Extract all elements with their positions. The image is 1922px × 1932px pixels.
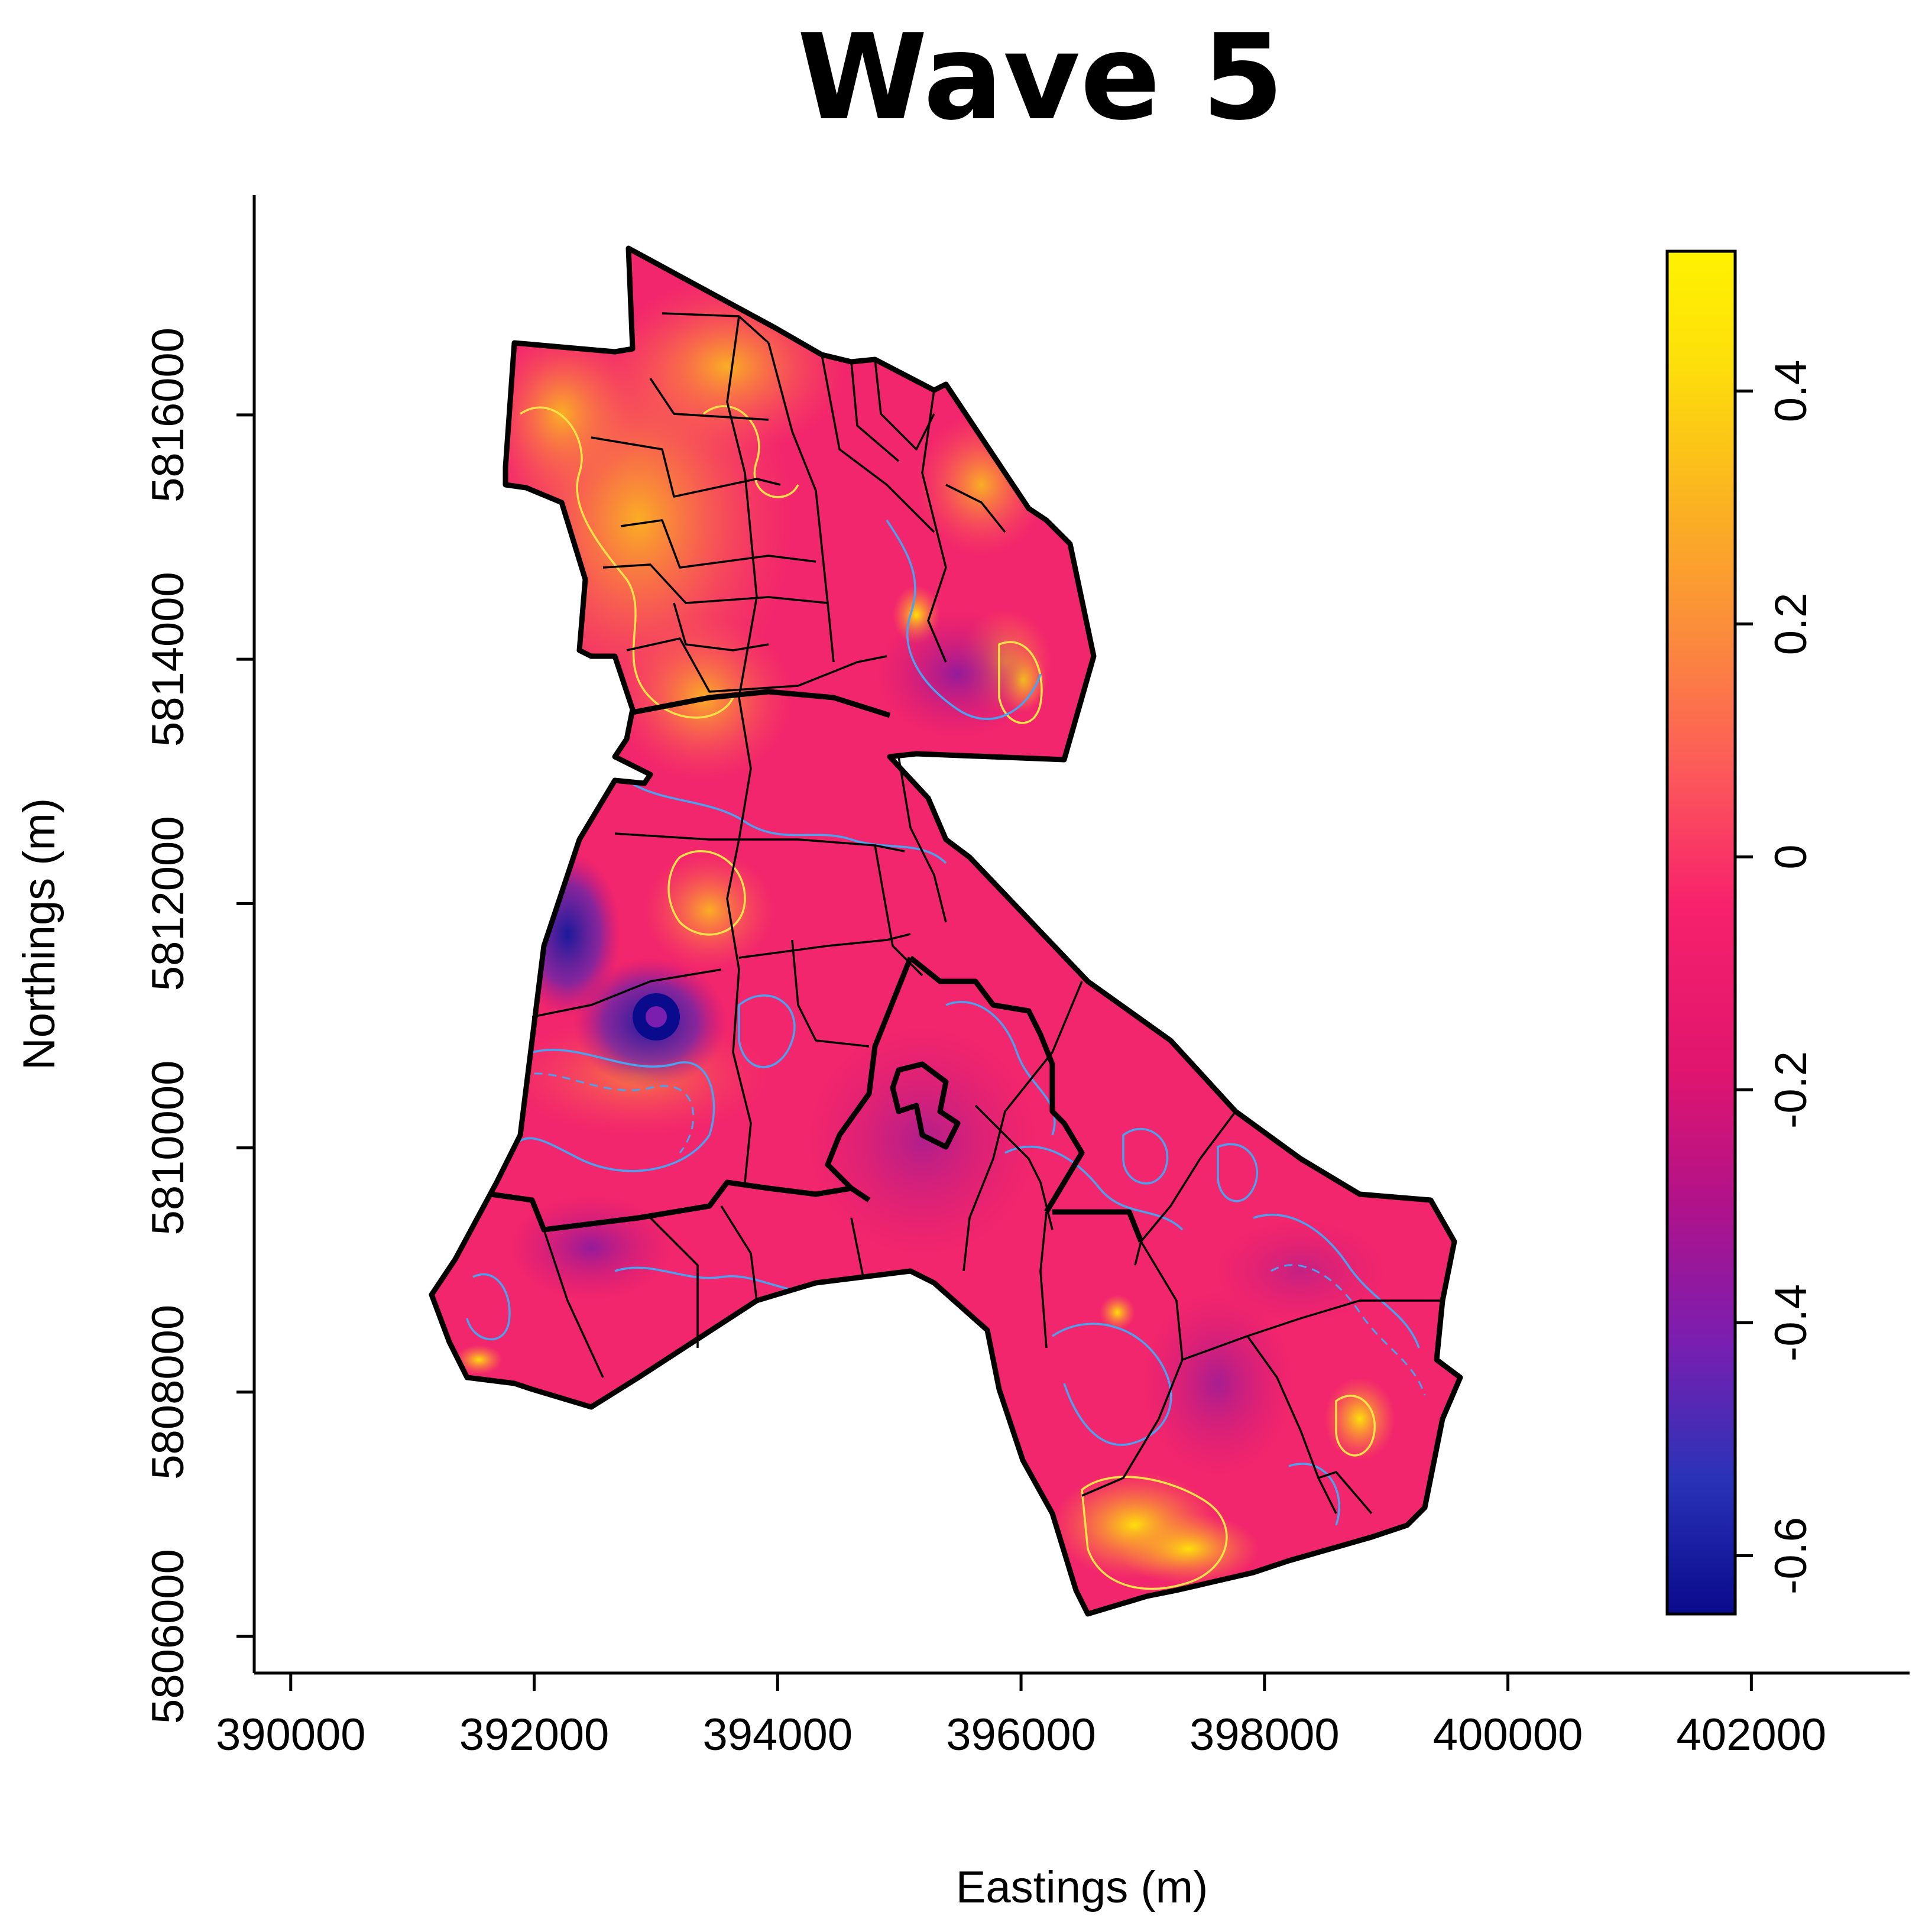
colorbar-tick-label: -0.2	[1766, 1051, 1816, 1129]
contour-lines	[466, 405, 1426, 1590]
y-tick-label: 5806000	[143, 1549, 193, 1724]
x-tick-label: 396000	[946, 1710, 1096, 1760]
map-region	[429, 245, 1463, 1617]
colorbar-tick-label: 0.2	[1766, 593, 1816, 656]
chart-title: Wave 5	[797, 9, 1284, 147]
y-tick-label: 5810000	[143, 1061, 193, 1236]
district-boundaries	[531, 312, 1443, 1515]
x-axis: 390000 392000 394000 396000 398000 400000 4020…	[216, 1671, 1910, 1760]
colorbar-tick-label: -0.6	[1766, 1517, 1816, 1594]
x-tick-label: 398000	[1189, 1710, 1340, 1760]
x-tick-label: 402000	[1677, 1710, 1827, 1760]
y-tick-label: 5812000	[143, 816, 193, 991]
y-axis-label: Northings (m)	[14, 798, 64, 1070]
x-tick-label: 392000	[459, 1710, 610, 1760]
colorbar-tick-label: 0.4	[1766, 360, 1816, 423]
colorbar-tick-label: 0	[1766, 844, 1816, 869]
major-boundaries	[429, 245, 1463, 1617]
colorbar-gradient	[1665, 249, 1737, 1616]
y-tick-label: 5814000	[143, 572, 193, 747]
heat-surface	[455, 278, 1395, 1584]
x-tick-label: 394000	[702, 1710, 853, 1760]
y-tick-label: 5808000	[143, 1305, 193, 1480]
colorbar-tick-label: -0.4	[1766, 1284, 1816, 1362]
y-tick-label: 5816000	[143, 328, 193, 503]
x-axis-label: Eastings (m)	[956, 1862, 1208, 1912]
x-tick-label: 400000	[1433, 1710, 1583, 1760]
x-tick-label: 390000	[216, 1710, 366, 1760]
colorbar: 0.4 0.2 0 -0.2 -0.4 -0.6	[1665, 249, 1816, 1616]
y-axis: 5806000 5808000 5810000 5812000 5814000 58160…	[143, 195, 256, 1724]
